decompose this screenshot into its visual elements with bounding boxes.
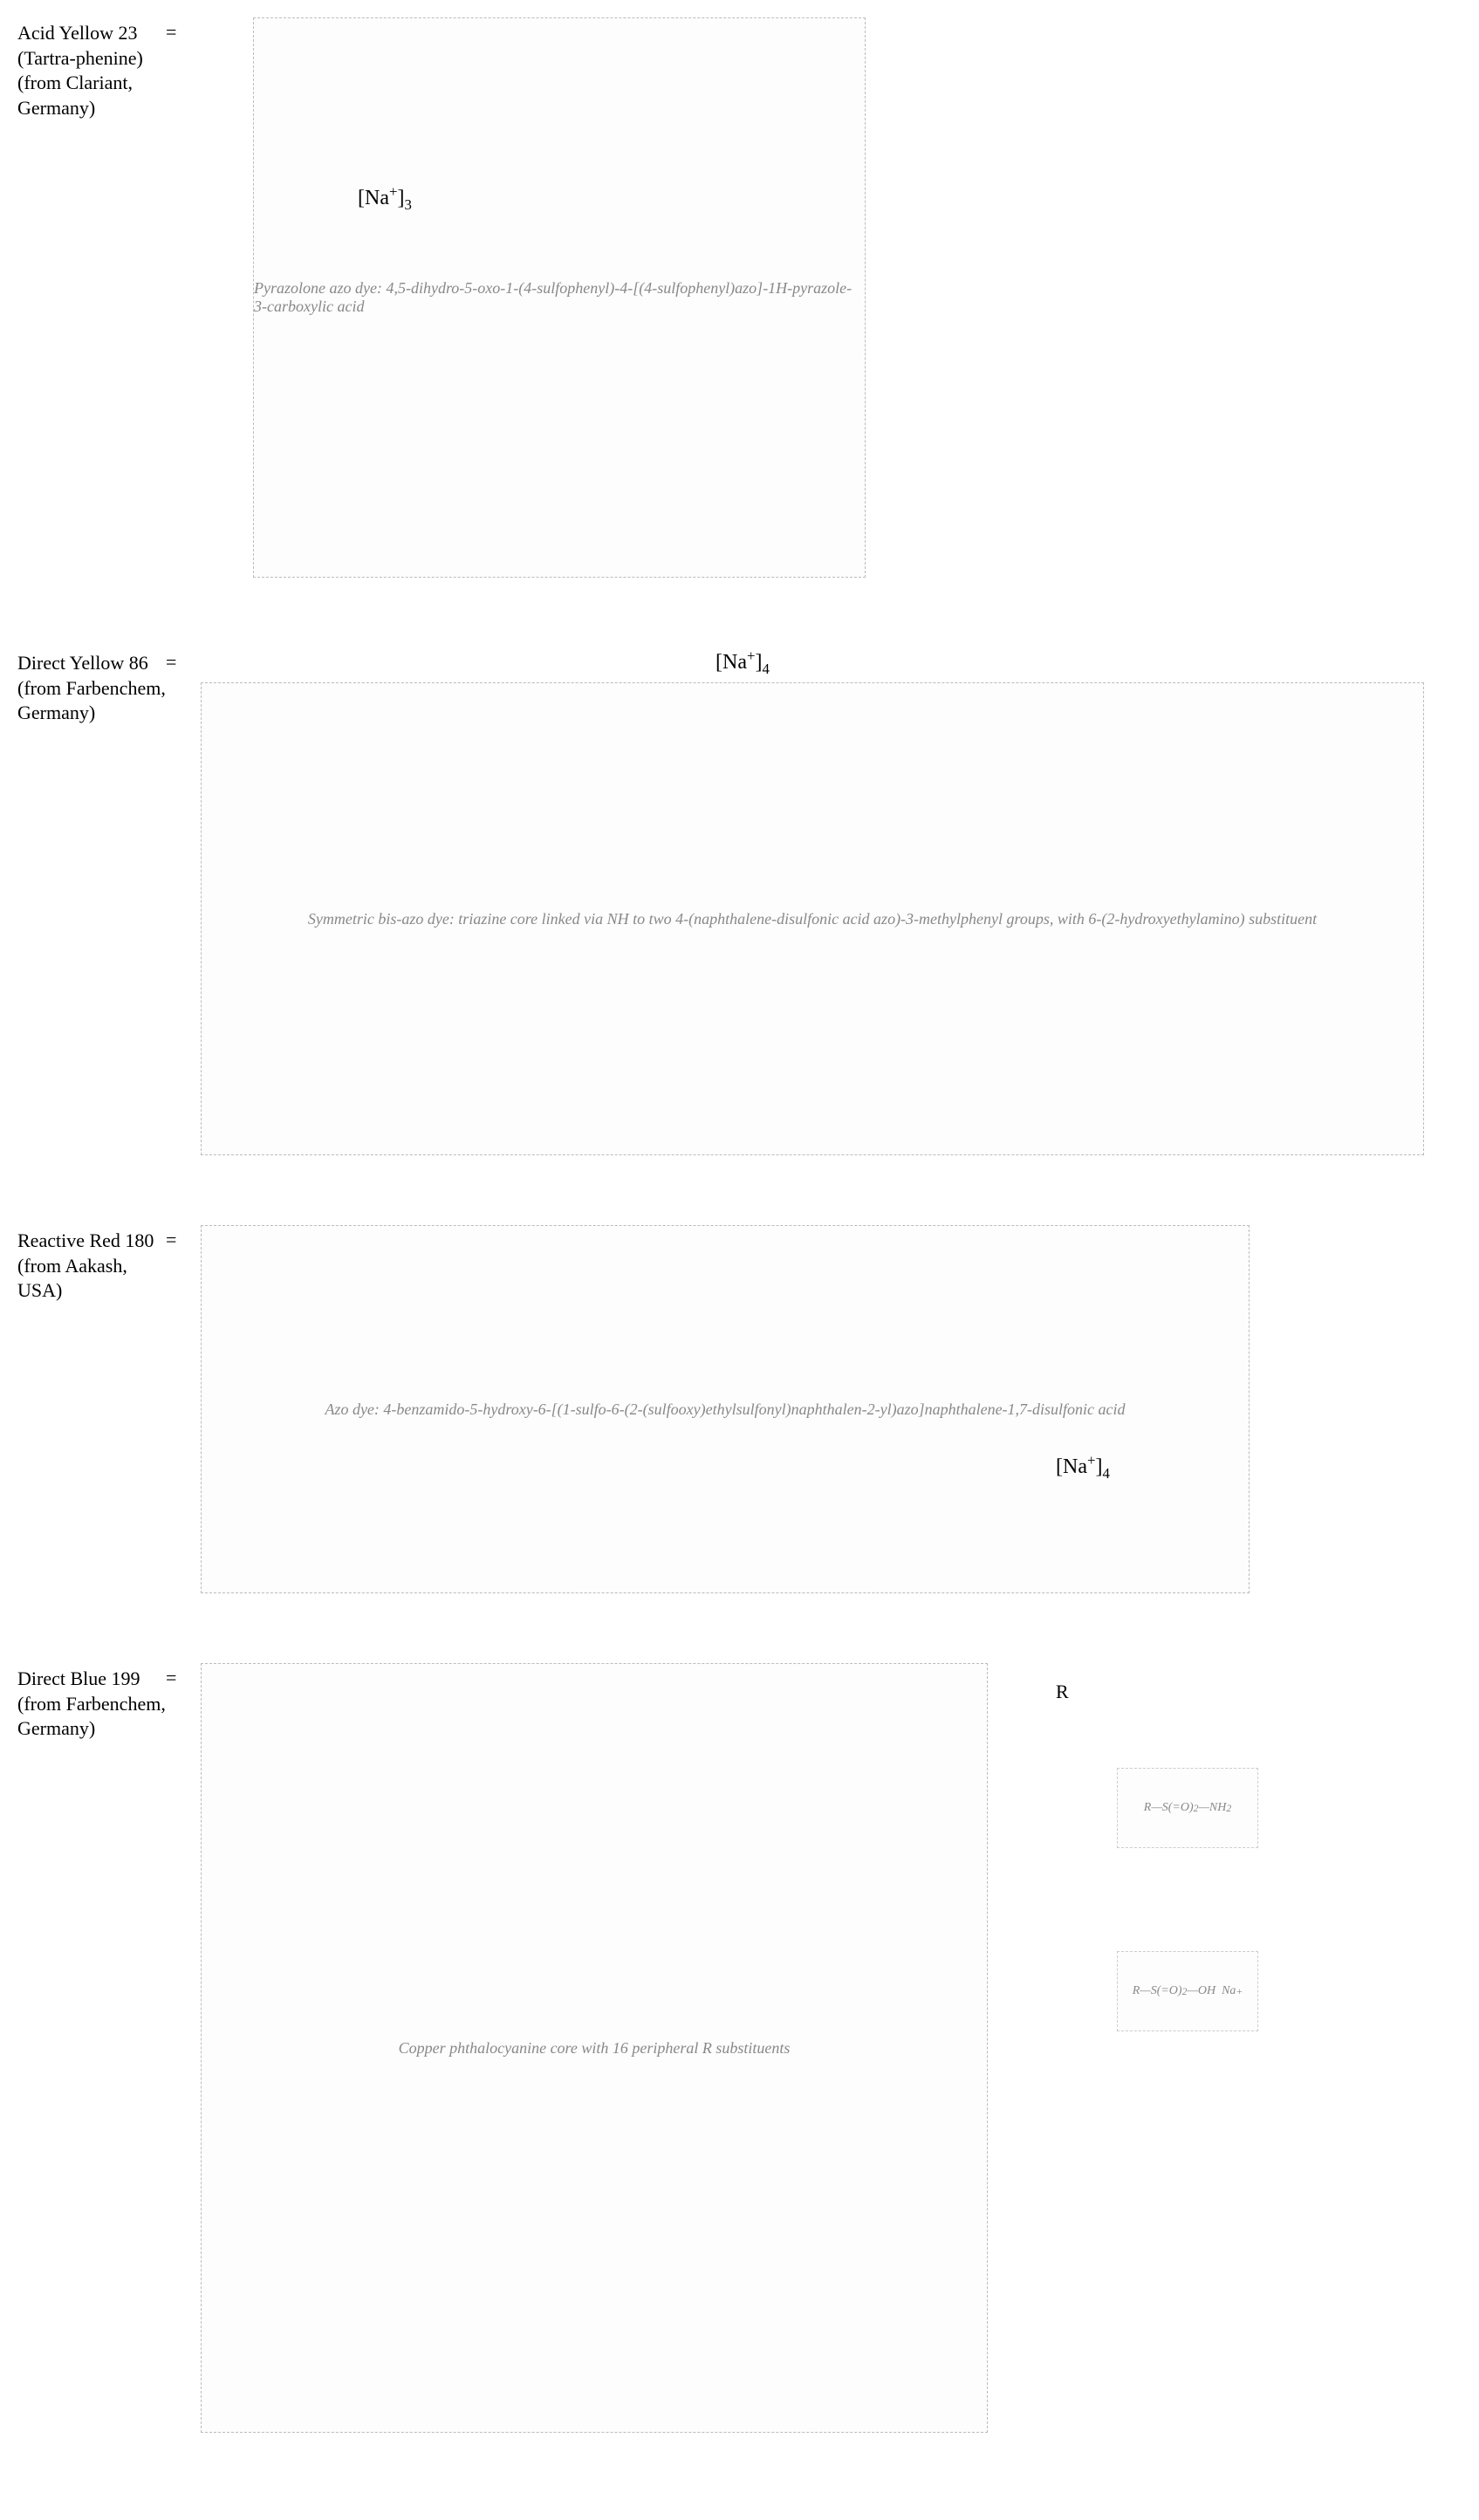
structure-cell: [Na+]3 Pyrazolone azo dye: 4,5-dihydro-5…: [201, 17, 1462, 578]
counterion-text: [Na+]4: [1056, 1455, 1110, 1478]
entry-direct-yellow-86: Direct Yellow 86 (from Farbenchem, Germa…: [17, 647, 1462, 1155]
structure-cell: Copper phthalocyanine core with 16 perip…: [201, 1663, 1462, 2433]
counterion-label: [Na+]4: [716, 647, 770, 678]
r-group-structure: R—S(=O)2—OH Na+: [1117, 1951, 1258, 2031]
equals-sign: =: [166, 1663, 201, 1689]
entry-reactive-red-180: Reactive Red 180 (from Aakash, USA) = [N…: [17, 1225, 1462, 1593]
chemical-structure: Symmetric bis-azo dye: triazine core lin…: [201, 682, 1424, 1155]
counterion-text: [Na+]3: [358, 187, 412, 209]
r-group-heading: R: [1056, 1681, 1069, 1703]
compound-label: Direct Yellow 86 (from Farbenchem, Germa…: [17, 647, 166, 726]
equals-sign: =: [166, 17, 201, 44]
r-group-sulfonamide: R—S(=O)2—NH2: [1117, 1768, 1258, 1874]
structure-description: Azo dye: 4-benzamido-5-hydroxy-6-[(1-sul…: [325, 1400, 1125, 1419]
structure-description: Copper phthalocyanine core with 16 perip…: [399, 2039, 791, 2058]
structure-cell: [Na+]4 Azo dye: 4-benzamido-5-hydroxy-6-…: [201, 1225, 1462, 1593]
r-group-structure: R—S(=O)2—NH2: [1117, 1768, 1258, 1848]
entry-acid-yellow-23: Acid Yellow 23 (Tartra-phenine) (from Cl…: [17, 17, 1462, 578]
structure-cell: [Na+]4 Symmetric bis-azo dye: triazine c…: [201, 647, 1462, 1155]
chemical-structure: Pyrazolone azo dye: 4,5-dihydro-5-oxo-1-…: [253, 17, 866, 578]
compound-label: Direct Blue 199 (from Farbenchem, German…: [17, 1663, 166, 1742]
structure-description: Pyrazolone azo dye: 4,5-dihydro-5-oxo-1-…: [254, 279, 865, 316]
r-group-sulfonic-acid: R—S(=O)2—OH Na+: [1117, 1951, 1258, 2058]
chemical-structure: Copper phthalocyanine core with 16 perip…: [201, 1663, 988, 2433]
equals-sign: =: [166, 647, 201, 674]
chemical-structure: Azo dye: 4-benzamido-5-hydroxy-6-[(1-sul…: [201, 1225, 1250, 1593]
entry-direct-blue-199: Direct Blue 199 (from Farbenchem, German…: [17, 1663, 1462, 2433]
compound-label: Acid Yellow 23 (Tartra-phenine) (from Cl…: [17, 17, 166, 120]
counterion-label: [Na+]4: [1056, 1452, 1110, 1483]
counterion-label: [Na+]3: [358, 183, 412, 214]
structure-description: Symmetric bis-azo dye: triazine core lin…: [308, 910, 1317, 928]
counterion-text: [Na+]4: [716, 651, 770, 674]
compound-label: Reactive Red 180 (from Aakash, USA): [17, 1225, 166, 1304]
equals-sign: =: [166, 1225, 201, 1251]
